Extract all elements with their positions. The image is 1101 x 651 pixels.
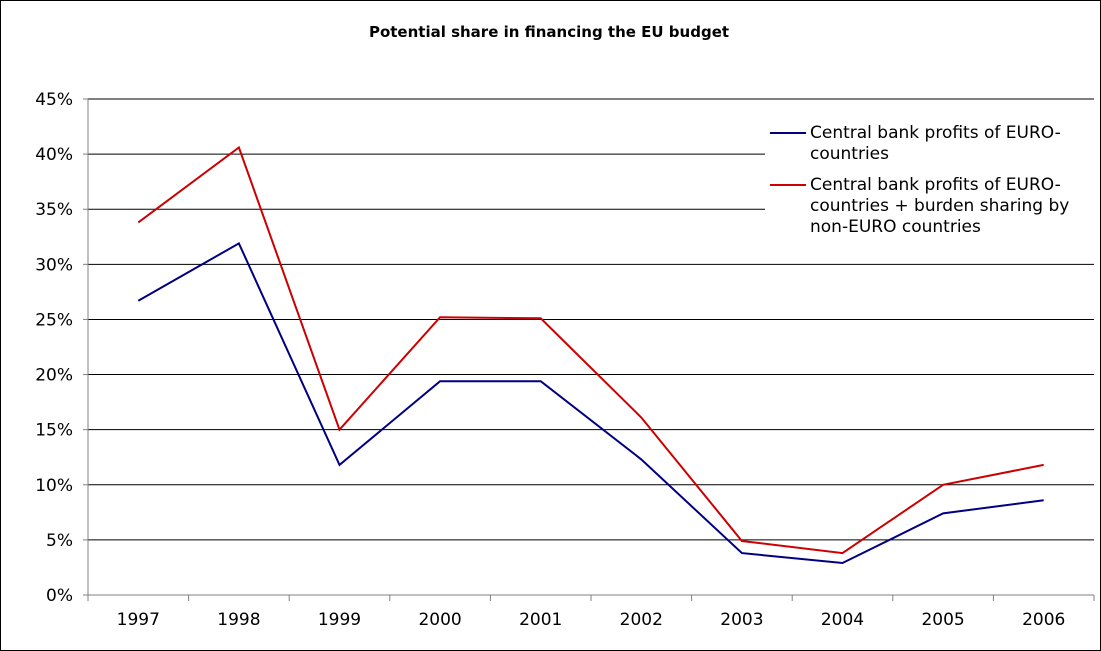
y-tick-label: 35% xyxy=(35,200,73,220)
y-tick-labels: 0% 5% 10% 15% 20% 25% 30% 35% 40% 45% xyxy=(35,90,73,606)
x-tick-label: 1999 xyxy=(318,610,361,630)
x-tick-label: 2004 xyxy=(821,610,864,630)
x-tick-labels: 1997 1998 1999 2000 2001 2002 2003 2004 2005 2006 xyxy=(117,610,1066,630)
x-tick-label: 2006 xyxy=(1022,610,1065,630)
y-tick-label: 5% xyxy=(46,531,73,551)
x-tick-label: 2005 xyxy=(921,610,964,630)
series-line-1 xyxy=(137,241,1044,565)
legend-label: countries xyxy=(810,144,889,164)
y-tick-label: 20% xyxy=(35,366,73,386)
gridlines xyxy=(88,98,1094,541)
series-lines xyxy=(137,145,1044,565)
x-tick-label: 1998 xyxy=(217,610,260,630)
y-tick-label: 15% xyxy=(35,421,73,441)
y-tick-label: 40% xyxy=(35,145,73,165)
chart-title: Potential share in financing the EU budg… xyxy=(369,23,729,41)
legend-background xyxy=(765,103,1100,245)
y-tick-label: 0% xyxy=(46,586,73,606)
x-tick-label: 2001 xyxy=(519,610,562,630)
series-line-2 xyxy=(137,145,1044,555)
axes xyxy=(83,98,1095,601)
y-tick-label: 25% xyxy=(35,310,73,330)
legend-label: Central bank profits of EURO- xyxy=(810,175,1061,195)
legend-label: countries + burden sharing by xyxy=(810,196,1069,216)
x-tick-label: 2003 xyxy=(720,610,763,630)
y-tick-label: 10% xyxy=(35,476,73,496)
x-tick-label: 1997 xyxy=(117,610,160,630)
legend-label: non-EURO countries xyxy=(810,217,981,237)
legend: Central bank profits of EURO-countriesCe… xyxy=(765,103,1100,245)
y-tick-label: 30% xyxy=(35,255,73,275)
x-tick-label: 2000 xyxy=(418,610,461,630)
y-tick-label: 45% xyxy=(35,90,73,110)
x-tick-label: 2002 xyxy=(620,610,663,630)
legend-label: Central bank profits of EURO- xyxy=(810,123,1061,143)
